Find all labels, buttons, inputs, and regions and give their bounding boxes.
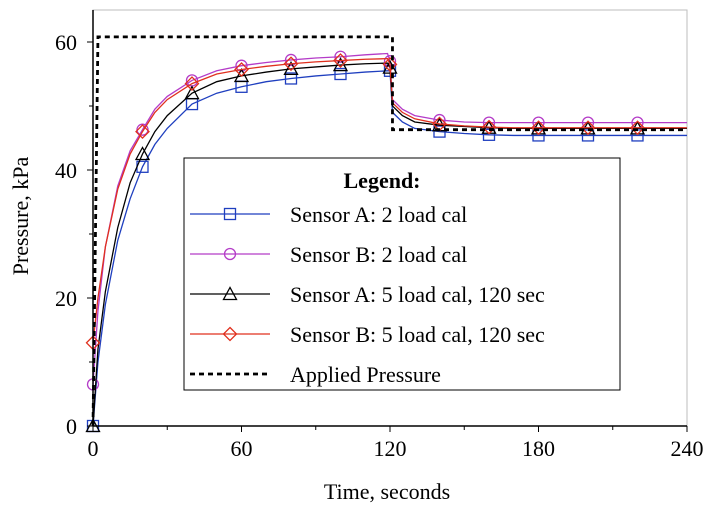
data-point	[235, 59, 248, 72]
legend-entry: Sensor A: 2 load cal	[190, 202, 467, 227]
x-tick-label: 120	[374, 436, 407, 461]
legend-entry: Applied Pressure	[190, 362, 441, 387]
series-5	[91, 35, 687, 427]
legend-label: Sensor B: 2 load cal	[290, 242, 467, 267]
data-point	[334, 67, 347, 81]
legend-entry: Sensor A: 5 load cal, 120 sec	[190, 282, 545, 307]
legend-label: Applied Pressure	[290, 362, 441, 387]
series-layer	[85, 35, 687, 433]
data-point	[284, 53, 298, 67]
legend-label: Sensor A: 5 load cal, 120 sec	[290, 282, 545, 307]
data-point	[531, 120, 546, 136]
legend-box	[183, 157, 621, 391]
data-point	[382, 56, 398, 72]
legend-label: Sensor B: 5 load cal, 120 sec	[290, 322, 545, 347]
y-tick-label: 40	[55, 158, 77, 183]
series-line	[92, 70, 687, 427]
data-point	[234, 62, 249, 77]
legend-entry: Sensor B: 5 load cal, 120 sec	[190, 322, 545, 347]
data-point	[136, 123, 149, 136]
data-point	[284, 72, 298, 85]
x-tick-label: 180	[522, 436, 555, 461]
data-point	[184, 76, 200, 92]
x-tick-label: 0	[88, 436, 99, 461]
y-tick-label: 20	[55, 286, 77, 311]
data-point	[134, 146, 151, 161]
y-tick-label: 0	[66, 414, 77, 439]
data-point	[630, 120, 645, 136]
legend-marker	[223, 247, 237, 261]
data-point	[184, 85, 200, 100]
series-line	[92, 57, 687, 343]
legend-label: Sensor A: 2 load cal	[290, 202, 467, 227]
data-point	[283, 61, 299, 76]
x-tick-label: 60	[231, 436, 253, 461]
legend-entry: Sensor B: 2 load cal	[190, 242, 467, 267]
x-axis-title: Time, seconds	[324, 479, 450, 504]
x-tick-label: 240	[671, 436, 704, 461]
y-tick-label: 60	[55, 30, 77, 55]
data-point	[580, 120, 596, 136]
series-4	[85, 53, 687, 351]
data-point	[333, 53, 348, 68]
data-point	[283, 56, 299, 72]
y-axis-title: Pressure, kPa	[8, 156, 33, 275]
data-point	[481, 119, 497, 135]
axis-layer: 0 60 120 180 240 0 20 40 60	[55, 10, 704, 461]
series-line	[91, 35, 687, 427]
legend-marker	[222, 286, 238, 301]
legend-marker	[222, 326, 238, 342]
legend-marker	[223, 207, 237, 221]
data-point	[135, 124, 150, 140]
legend-title: Legend:	[344, 168, 421, 193]
legend: Legend: Sensor A: 2 load cal Sensor B: 2 l…	[183, 157, 621, 391]
data-point	[334, 50, 347, 63]
data-point	[233, 68, 250, 83]
